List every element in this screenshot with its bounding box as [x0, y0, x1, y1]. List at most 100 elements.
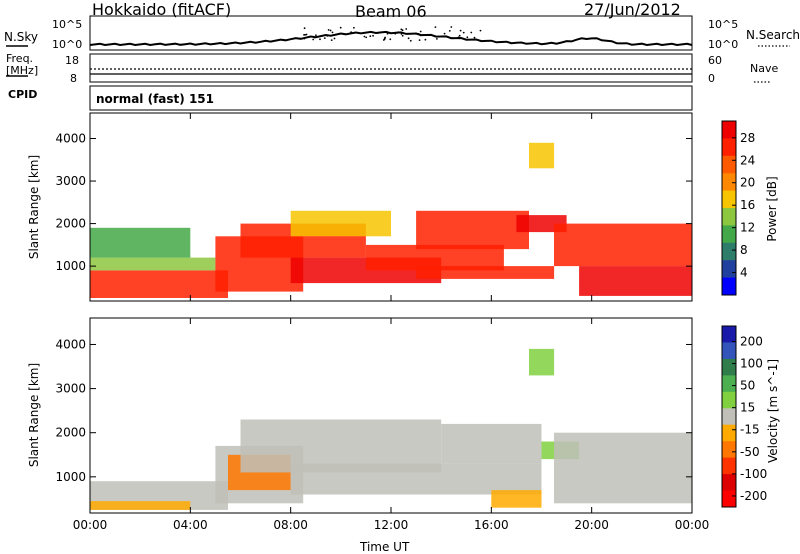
nsearch-point: [400, 29, 402, 31]
power-colorbar-tick-label: 12: [740, 221, 755, 235]
nsearch-point: [372, 35, 374, 37]
nsearch-point: [410, 40, 412, 42]
velocity-colorbar-segment: [722, 326, 736, 343]
velocity-band: [441, 424, 541, 464]
power-colorbar-tick-label: 24: [740, 153, 755, 167]
nsearch-point: [332, 32, 334, 34]
velocity-colorbar-tick-label: 15: [740, 401, 755, 415]
nsearch-point: [324, 37, 326, 39]
power-band: [90, 258, 215, 271]
velocity-colorbar-segment: [722, 343, 736, 360]
nsearch-point: [314, 37, 316, 39]
nsearch-point: [420, 31, 422, 33]
power-ytick-label: 3000: [55, 174, 86, 188]
power-colorbar-segment: [722, 173, 736, 191]
nsearch-point: [303, 38, 305, 40]
nsearch-point: [304, 34, 306, 36]
nsearch-point: [405, 28, 407, 30]
power-band: [90, 270, 228, 298]
nsearch-point: [444, 33, 446, 35]
nsearch-point: [435, 26, 437, 28]
velocity-colorbar-segment: [722, 408, 736, 425]
nsearch-point: [480, 30, 482, 32]
nsearch-point: [394, 33, 396, 35]
velocity-ytick-label: 4000: [55, 337, 86, 351]
nsearch-point: [460, 30, 462, 32]
power-colorbar-tick-label: 20: [740, 176, 755, 190]
nsearch-point: [474, 37, 476, 39]
nsearch-point: [419, 39, 421, 41]
velocity-colorbar-tick-label: -15: [740, 423, 760, 437]
velocity-ytick-label: 1000: [55, 470, 86, 484]
power-colorbar-segment: [722, 138, 736, 156]
power-band: [579, 266, 692, 296]
velocity-colorbar-segment: [722, 425, 736, 442]
velocity-colorbar-tick-label: 100: [740, 357, 763, 371]
power-ytick-label: 2000: [55, 217, 86, 231]
nsearch-point: [315, 34, 317, 36]
power-band: [416, 211, 529, 249]
power-colorbar-segment: [722, 121, 736, 139]
power-band: [416, 266, 554, 279]
nsearch-point: [449, 30, 451, 32]
cpid-frame: [90, 86, 692, 110]
velocity-colorbar-tick-label: -50: [740, 445, 760, 459]
velocity-band: [529, 349, 554, 376]
nsearch-point: [458, 36, 460, 38]
velocity-band: [491, 490, 541, 508]
nsearch-point: [466, 36, 468, 38]
velocity-colorbar-segment: [722, 359, 736, 376]
nsearch-point: [425, 39, 427, 41]
nsearch-point: [420, 35, 422, 37]
nsearch-point: [340, 27, 342, 29]
freq-frame: [90, 54, 692, 82]
nsearch-point: [331, 39, 333, 41]
nsearch-point: [470, 32, 472, 34]
nsearch-point: [384, 37, 386, 39]
time-tick-label: 04:00: [173, 518, 208, 532]
power-band: [90, 228, 190, 258]
nsearch-point: [364, 36, 366, 38]
velocity-colorbar-segment: [722, 375, 736, 392]
velocity-colorbar-tick-label: -200: [740, 489, 767, 503]
velocity-colorbar-tick-label: 50: [740, 379, 755, 393]
power-colorbar-segment: [722, 208, 736, 226]
velocity-ytick-label: 2000: [55, 426, 86, 440]
nsearch-point: [459, 35, 461, 37]
nsearch-point: [365, 37, 367, 39]
nsearch-point: [387, 33, 389, 35]
nsearch-point: [452, 37, 454, 39]
velocity-band: [291, 464, 542, 495]
nsearch-point: [350, 31, 352, 33]
power-colorbar-tick-label: 28: [740, 131, 755, 145]
nsearch-point: [334, 38, 336, 40]
power-colorbar-segment: [722, 243, 736, 261]
velocity-ytick-label: 3000: [55, 382, 86, 396]
nsearch-point: [328, 29, 330, 31]
power-colorbar-segment: [722, 156, 736, 174]
time-tick-label: 08:00: [273, 518, 308, 532]
nsearch-point: [369, 35, 371, 37]
power-band: [529, 143, 554, 169]
nsearch-point: [436, 38, 438, 40]
velocity-colorbar-tick-label: -100: [740, 467, 767, 481]
velocity-colorbar-tick-label: 200: [740, 334, 763, 348]
nsearch-point: [304, 27, 306, 29]
nsearch-point: [463, 32, 465, 34]
power-colorbar-tick-label: 4: [740, 266, 748, 280]
nsearch-point: [326, 35, 328, 37]
nsearch-point: [353, 27, 355, 29]
time-tick-label: 00:00: [73, 518, 108, 532]
velocity-colorbar-segment: [722, 458, 736, 475]
power-colorbar-segment: [722, 260, 736, 278]
power-band: [554, 224, 692, 267]
nsearch-point: [450, 26, 452, 28]
velocity-colorbar-segment: [722, 392, 736, 409]
nsearch-point: [330, 30, 332, 32]
nsearch-point: [312, 39, 314, 41]
nsearch-point: [418, 33, 420, 35]
nsky-line: [90, 32, 692, 45]
radar-plot: 1000200030004000481216202428100020003000…: [0, 0, 800, 554]
power-colorbar-tick-label: 16: [740, 198, 755, 212]
nsearch-point: [401, 33, 403, 35]
